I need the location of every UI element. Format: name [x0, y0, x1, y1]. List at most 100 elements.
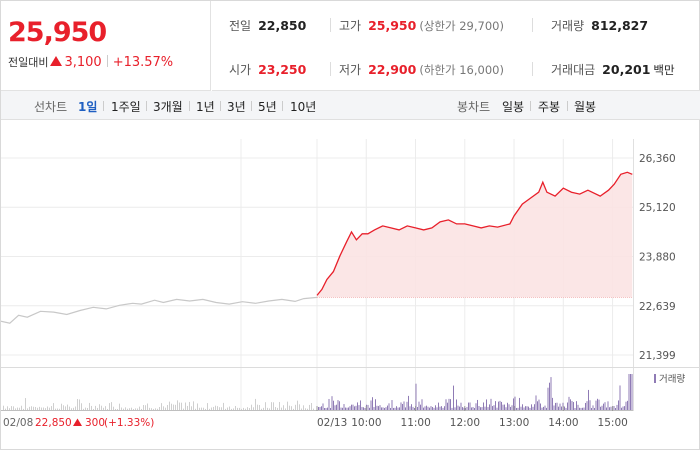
volume-bar — [37, 407, 38, 410]
stat-volume: 거래량 812,827 — [551, 17, 648, 34]
volume-bar — [19, 407, 20, 410]
volume-bar — [411, 404, 412, 410]
divider — [532, 18, 533, 32]
volume-bar — [420, 404, 421, 410]
volume-bar — [157, 408, 158, 410]
volume-bar — [400, 402, 402, 410]
tab-daily-candle[interactable]: 일봉 — [502, 100, 525, 114]
change-label: 전일대비 — [8, 56, 49, 69]
prev-percent: (+1.33%) — [104, 417, 154, 429]
y-tick-label: 23,880 — [639, 251, 676, 263]
up-triangle-icon — [50, 56, 63, 66]
volume-bar — [624, 406, 625, 410]
volume-bar — [336, 404, 337, 410]
y-axis-ticks: 26,360 25,120 23,880 22,639 21,399 — [639, 153, 676, 362]
volume-bar — [25, 398, 26, 410]
volume-bar — [201, 407, 202, 410]
volume-bar — [203, 407, 204, 410]
stat-label: 저가 — [339, 63, 362, 77]
tab-5year[interactable]: 5년 — [258, 100, 277, 114]
volume-bar — [171, 403, 172, 410]
tab-1year[interactable]: 1년 — [196, 100, 215, 114]
volume-bar — [555, 402, 556, 410]
volume-bar — [127, 408, 128, 410]
volume-bar — [370, 400, 372, 410]
volume-bar — [235, 405, 236, 410]
volume-bar — [229, 406, 230, 410]
volume-bar — [408, 395, 409, 410]
volume-bar — [33, 406, 34, 410]
volume-bar — [330, 407, 331, 410]
volume-bar — [109, 403, 110, 410]
volume-bar — [333, 400, 334, 410]
volume-bar — [39, 406, 40, 410]
volume-bar — [313, 408, 314, 410]
volume-bar — [73, 407, 74, 410]
volume-bar — [399, 407, 400, 410]
volume-bar — [17, 407, 18, 410]
volume-bar — [595, 400, 597, 410]
volume-bar — [579, 407, 580, 410]
stat-high: 고가 25,950 (상한가 29,700) — [339, 17, 504, 34]
volume-bar — [69, 406, 70, 410]
divider — [567, 101, 568, 111]
volume-bar — [189, 401, 190, 410]
volume-bar — [63, 405, 64, 410]
tab-weekly-candle[interactable]: 주봉 — [538, 100, 561, 114]
volume-bar — [478, 406, 480, 410]
divider — [330, 62, 331, 76]
tab-monthly-candle[interactable]: 월봉 — [574, 100, 597, 114]
tab-1day[interactable]: 1일 — [78, 100, 98, 114]
volume-bar — [173, 404, 174, 410]
volume-bar — [5, 408, 6, 410]
volume-bar — [505, 407, 507, 410]
volume-bar — [261, 408, 262, 410]
volume-bar — [445, 399, 447, 410]
tab-10year[interactable]: 10년 — [290, 100, 317, 114]
volume-bar — [522, 404, 523, 410]
volume-bar — [75, 406, 76, 410]
volume-bar — [3, 405, 4, 410]
prev-change: 300 — [85, 417, 105, 429]
volume-bar — [149, 407, 150, 410]
volume-bar — [532, 406, 534, 410]
volume-bar — [352, 404, 354, 410]
volume-bar — [577, 404, 579, 410]
volume-bar — [468, 402, 469, 410]
volume-bar — [588, 389, 589, 410]
volume-bar — [526, 406, 528, 410]
volume-bar — [324, 407, 325, 410]
tab-3year[interactable]: 3년 — [227, 100, 246, 114]
volume-bar — [615, 407, 616, 410]
volume-bar — [609, 407, 610, 410]
stat-label: 거래량 — [551, 19, 585, 33]
volume-bar — [243, 407, 244, 410]
volume-bar — [348, 407, 349, 410]
stat-low: 저가 22,900 (하한가 16,000) — [339, 61, 504, 78]
volume-bar — [565, 407, 567, 410]
volume-bar — [610, 406, 612, 410]
line-chart-label: 선차트 — [34, 100, 68, 114]
volume-bar — [552, 397, 553, 410]
volume-bar — [619, 385, 621, 410]
volume-bar — [496, 407, 498, 410]
volume-bar — [271, 402, 272, 410]
today-fill-area — [317, 172, 633, 298]
volume-bar — [321, 406, 322, 410]
volume-bar — [567, 402, 568, 410]
x-tick-label: 10:00 — [351, 417, 381, 429]
tab-1week[interactable]: 1주일 — [111, 100, 141, 114]
tab-3month[interactable]: 3개월 — [153, 100, 183, 114]
volume-bar — [372, 397, 373, 410]
volume-bar — [145, 405, 146, 410]
volume-bar — [57, 408, 58, 410]
volume-bar — [499, 400, 501, 410]
volume-bar — [113, 406, 114, 410]
volume-bar — [465, 407, 466, 410]
volume-bar — [381, 407, 382, 410]
volume-bar — [179, 402, 180, 410]
stat-value: 22,900 — [368, 62, 417, 77]
volume-bar — [318, 406, 319, 410]
stat-label: 전일 — [229, 19, 252, 33]
volume-bar — [597, 398, 598, 410]
